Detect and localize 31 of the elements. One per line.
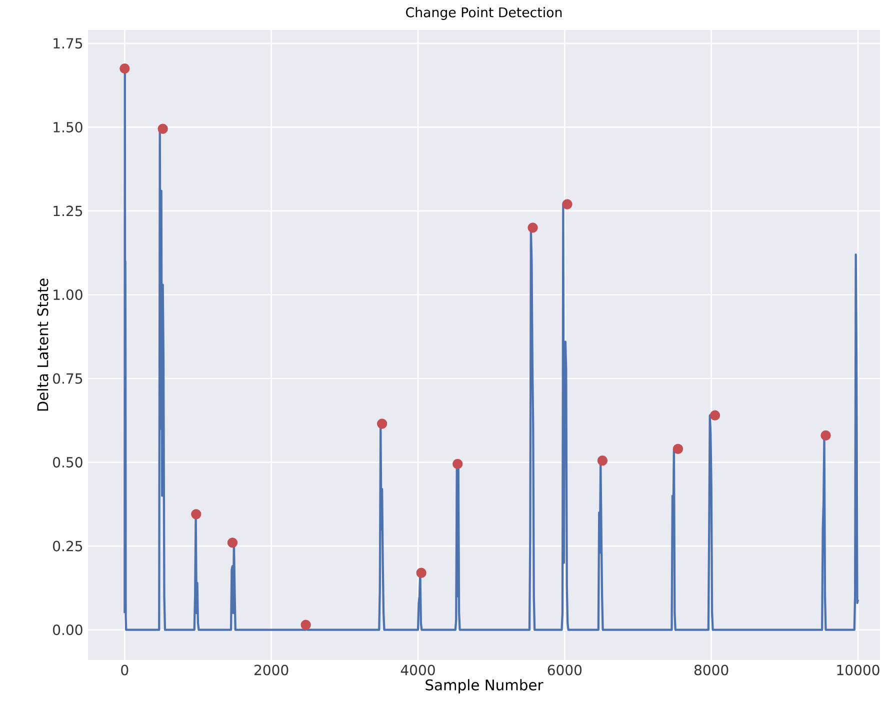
y-tick-label: 0.50 <box>53 456 82 468</box>
x-tick-label: 10000 <box>837 664 880 676</box>
point <box>820 430 831 441</box>
y-tick-label: 1.25 <box>54 206 82 216</box>
point <box>562 199 572 210</box>
y-tick-label: 1.75 <box>54 38 82 49</box>
x-tick-label: 6000 <box>548 664 582 676</box>
x-tick-label: 8000 <box>694 664 728 676</box>
point <box>710 410 720 420</box>
x-tick-label: 2000 <box>254 664 288 676</box>
y-tick-label: 0.75 <box>53 373 82 384</box>
point <box>227 538 238 548</box>
point <box>672 444 684 454</box>
point <box>191 509 202 520</box>
point <box>158 124 168 134</box>
point <box>597 456 608 466</box>
y-tick-label: 1.00 <box>54 289 82 300</box>
point <box>120 63 130 74</box>
x-axis-title: Sample Number <box>426 679 544 694</box>
x-tick-label: 0 <box>121 664 128 676</box>
point <box>452 458 463 470</box>
y-axis-title: Delta Latent State <box>36 278 48 411</box>
y-tick-label: 1.50 <box>54 122 82 132</box>
point <box>416 568 426 578</box>
point <box>528 222 538 233</box>
x-tick-label: 4000 <box>400 664 435 676</box>
point <box>377 418 388 429</box>
chart-title: Change Point Detection <box>406 7 562 20</box>
y-tick-label: 0.25 <box>53 540 82 552</box>
y-tick-label: 0.00 <box>53 624 82 636</box>
point <box>300 620 311 630</box>
